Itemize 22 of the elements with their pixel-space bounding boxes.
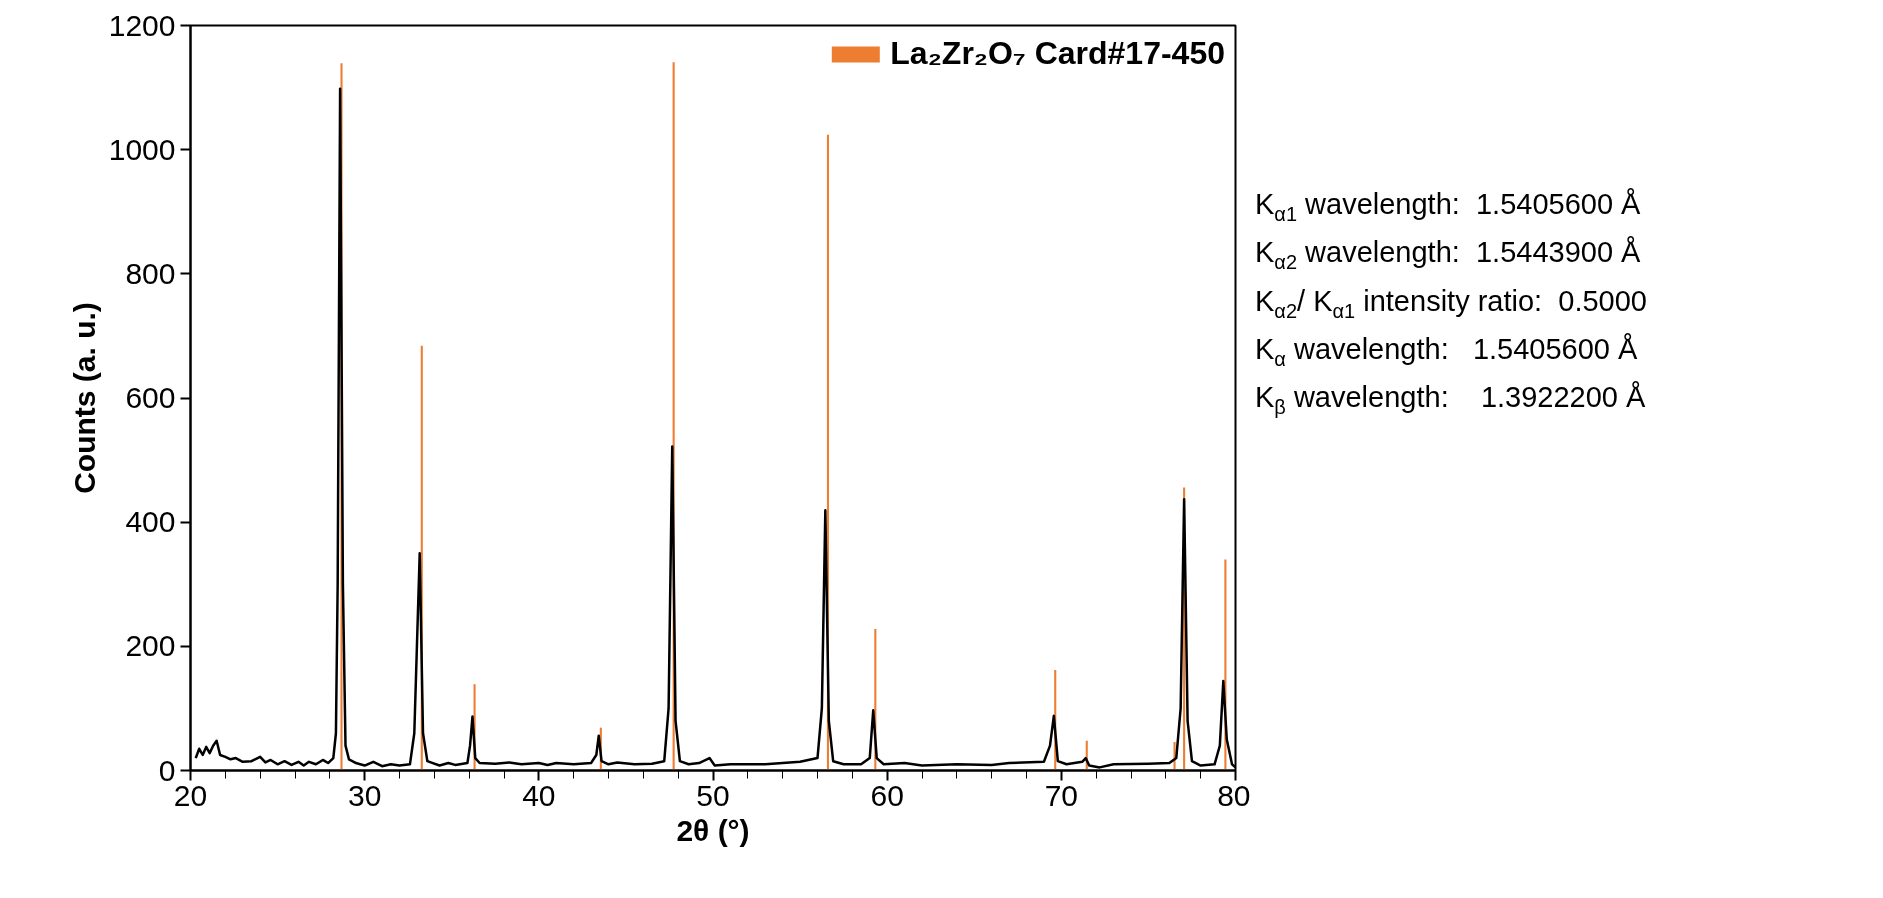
x-tick-label: 70 <box>1044 778 1079 812</box>
y-tick-label: 200 <box>125 629 176 663</box>
x-tick-label: 80 <box>1217 778 1251 812</box>
text: K$_{α2}$ wavelength: 1.5443900 Å <box>1255 235 1642 276</box>
legend-label: La₂Zr₂O₇ Card#17-450 <box>890 35 1225 72</box>
x-tick-label: 50 <box>696 778 730 812</box>
x-tick-label: 20 <box>173 778 208 812</box>
y-tick-label: 800 <box>125 256 176 290</box>
text: K$_{α}$ wavelength: 1.5405600 Å <box>1255 332 1639 372</box>
text: K$_{α1}$ wavelength: 1.5405600 Å <box>1255 187 1642 227</box>
y-tick-label: 600 <box>125 381 176 414</box>
y-tick-label: 1200 <box>108 8 176 42</box>
x-tick-label: 60 <box>870 778 904 812</box>
x-tick-label: 30 <box>347 778 382 812</box>
x-axis-title: 2θ (°) <box>676 813 750 847</box>
y-tick-label: 400 <box>125 505 176 539</box>
y-tick-label: 0 <box>158 753 176 787</box>
y-axis-title: Counts (a. u.) <box>67 302 101 494</box>
text: K$_{α2}$/ K$_{α1}$ intensity ratio: 0.5000 <box>1255 283 1647 324</box>
y-tick-label: 1000 <box>108 132 176 166</box>
x-tick-label: 40 <box>522 778 556 812</box>
text: K$_{β}$ wavelength: 1.3922200 Å <box>1255 380 1647 421</box>
